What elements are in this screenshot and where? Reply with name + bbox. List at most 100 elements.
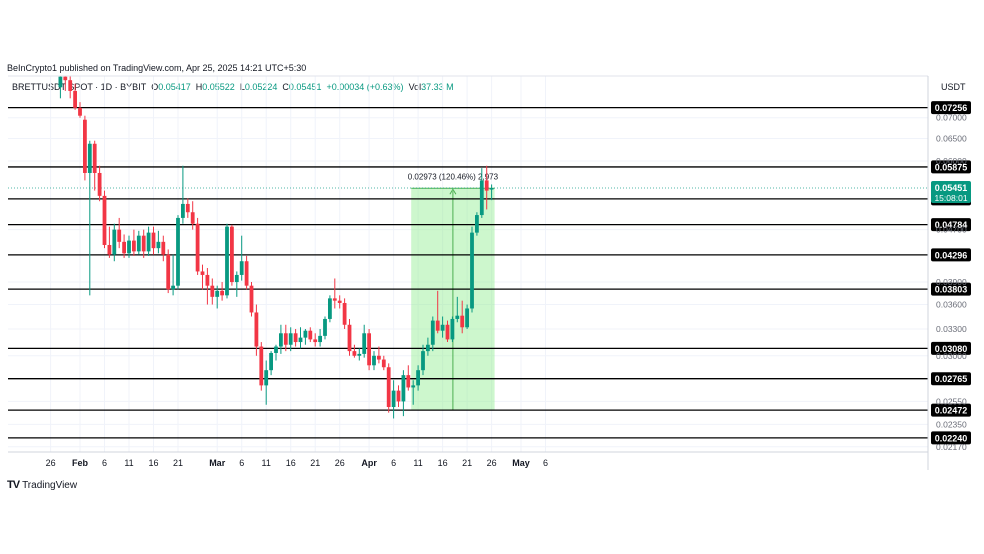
- candle-body: [239, 261, 244, 275]
- candle-body: [254, 312, 259, 347]
- tradingview-brand[interactable]: TV TradingView: [7, 479, 77, 491]
- symbol-name[interactable]: BRETTUSDT SPOT · 1D · BYBIT: [12, 82, 147, 92]
- measure-range[interactable]: 0.02973 (120.46%) 2,973: [408, 172, 499, 411]
- x-tick-label: 6: [543, 458, 548, 468]
- level-badge: [931, 282, 971, 296]
- candle-body: [435, 320, 440, 331]
- time-scale[interactable]: 26 Feb 6 11 16 21 Mar 6 11 16 21 26 Apr 6 11 16 21 26 May 6: [46, 458, 548, 468]
- candle-body: [117, 229, 122, 242]
- candle-body: [450, 318, 455, 340]
- candle-body: [416, 370, 420, 386]
- candle-body: [78, 107, 82, 116]
- level-badge: [931, 160, 971, 174]
- y-tick-label: 0.02170: [936, 442, 967, 452]
- y-tick-label: 0.06500: [936, 134, 967, 144]
- y-tick-label: 0.02350: [936, 419, 967, 429]
- level-badge-label: 0.04784: [935, 220, 968, 230]
- x-tick-label: Apr: [361, 458, 377, 468]
- high-label: H: [195, 82, 203, 92]
- candle-body: [63, 76, 68, 81]
- x-tick-label: 11: [262, 458, 271, 468]
- x-tick-label: 11: [413, 458, 422, 468]
- level-badge: [931, 248, 971, 262]
- level-badge-label: 0.02765: [935, 374, 968, 384]
- low-value: 0.05224: [244, 82, 278, 92]
- candle-body: [411, 385, 416, 388]
- countdown-label: 15:08:01: [934, 193, 967, 203]
- y-tick-label: 0.03300: [936, 324, 967, 334]
- x-tick-label: 21: [310, 458, 320, 468]
- close-label: C: [282, 82, 289, 92]
- open-label: O: [151, 82, 159, 92]
- candle-body: [377, 355, 381, 360]
- y-tick-label: 0.06000: [936, 156, 967, 166]
- candle-body: [337, 300, 342, 303]
- current-price-badge: [931, 180, 971, 203]
- grid-lines: [8, 76, 928, 452]
- currency-label[interactable]: USDT: [941, 82, 966, 92]
- candle-body: [367, 333, 371, 366]
- candle-body: [460, 315, 465, 328]
- candle-body: [332, 298, 337, 301]
- tradingview-logo-icon: TV: [7, 479, 20, 491]
- volume-label: Vol: [408, 82, 422, 92]
- change-value: +0.00034 (+0.63%): [326, 82, 404, 92]
- candle-body: [83, 119, 87, 173]
- candle-body: [97, 172, 102, 196]
- high-value: 0.05522: [202, 82, 235, 92]
- level-badge-label: 0.02472: [935, 406, 968, 416]
- x-tick-label: May: [512, 458, 530, 468]
- candle-body: [484, 180, 489, 191]
- candle-body: [151, 232, 156, 249]
- y-tick-label: 0.03000: [936, 351, 967, 361]
- horizontal-levels[interactable]: 0.072560.058750.052440.047840.042960.038…: [8, 101, 971, 445]
- candle-body: [156, 241, 161, 249]
- x-tick-label: 6: [391, 458, 396, 468]
- candle-body: [298, 337, 303, 343]
- candle-body: [58, 76, 63, 88]
- level-badge-label: 0.03080: [935, 344, 968, 354]
- level-badge: [931, 218, 971, 232]
- candle-body: [308, 330, 313, 340]
- level-badge: [931, 431, 971, 445]
- level-badge-label: 0.03803: [935, 285, 968, 295]
- candle-body: [440, 324, 445, 331]
- level-badge: [931, 403, 971, 417]
- level-badge: [931, 101, 971, 115]
- current-price-label: 0.05451: [935, 183, 968, 193]
- candle-body: [288, 333, 293, 345]
- candle-body: [283, 333, 288, 345]
- candle-body: [122, 241, 126, 254]
- candle-body: [470, 232, 474, 309]
- candle-body: [264, 370, 269, 386]
- x-tick-label: Feb: [72, 458, 89, 468]
- candle-body: [112, 229, 117, 255]
- candle-body: [210, 285, 215, 297]
- candle-body: [127, 240, 131, 254]
- price-scale[interactable]: 0.07000 0.06500 0.06000 0.04700 0.03900 0.036…: [936, 82, 967, 452]
- candle-body: [200, 271, 205, 275]
- candle-body: [269, 352, 273, 371]
- candle-body: [489, 188, 494, 190]
- level-badge-label: 0.04296: [935, 250, 968, 260]
- candle-body: [323, 318, 327, 336]
- close-value: 0.05451: [288, 82, 322, 92]
- candle-body: [215, 290, 220, 297]
- candle-body: [455, 315, 460, 319]
- candle-body: [107, 244, 112, 255]
- candle-body: [161, 241, 166, 255]
- candle-body: [146, 232, 151, 252]
- candle-body: [176, 217, 180, 286]
- candle-body: [479, 180, 484, 216]
- y-tick-label: 0.07000: [936, 113, 967, 123]
- x-tick-label: 16: [438, 458, 448, 468]
- x-tick-label: 26: [335, 458, 345, 468]
- candle-body: [205, 274, 210, 286]
- measure-label: 0.02973 (120.46%) 2,973: [408, 172, 499, 181]
- candle-body: [372, 355, 376, 366]
- candle-body: [136, 235, 141, 252]
- candle-body: [381, 359, 386, 368]
- y-tick-label: 0.03900: [936, 277, 967, 287]
- candle-body: [303, 330, 308, 338]
